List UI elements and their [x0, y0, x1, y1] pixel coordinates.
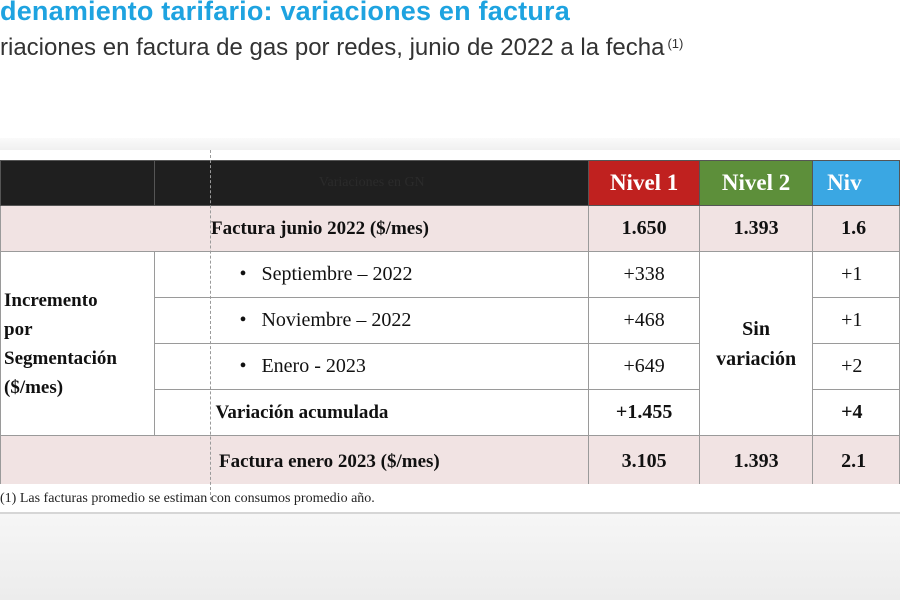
header-nivel-1: Nivel 1	[588, 160, 701, 206]
footer-divider	[0, 512, 900, 514]
subtitle-footnote-ref: (1)	[667, 36, 684, 51]
incremento-line-4: ($/mes)	[4, 376, 64, 398]
item-noviembre: • Noviembre – 2022	[154, 297, 590, 344]
item-septiembre: • Septiembre – 2022	[154, 251, 590, 298]
slide-title: denamiento tarifario: variaciones en fac…	[0, 0, 570, 26]
sin-variacion-line-1: Sin	[742, 317, 770, 340]
header-blank	[0, 160, 156, 206]
incremento-segmentacion-label: Incremento por Segmentación ($/mes)	[0, 251, 156, 436]
enero-nivel-1: +649	[588, 343, 701, 390]
septiembre-nivel-3: +1	[812, 251, 900, 298]
factura-enero-nivel-3: 2.1	[812, 435, 900, 484]
factura-enero-nivel-1: 3.105	[588, 435, 701, 484]
bullet: •	[239, 263, 247, 285]
table-header-row: Variaciones en GN Nivel 1 Nivel 2 Niv	[0, 160, 900, 206]
header-variaciones: Variaciones en GN	[154, 160, 590, 206]
enero-nivel-3: +2	[812, 343, 900, 390]
table-top-shadow	[0, 138, 900, 150]
incremento-line-2: por	[4, 318, 33, 340]
tariff-table-container: Variaciones en GN Nivel 1 Nivel 2 Niv Fa…	[0, 160, 900, 484]
bullet: •	[239, 309, 247, 331]
header-nivel-3: Niv	[812, 160, 900, 206]
subtitle-text: riaciones en factura de gas por redes, j…	[0, 34, 665, 61]
factura-junio-label: Factura junio 2022 ($/mes)	[0, 205, 590, 252]
row-factura-junio: Factura junio 2022 ($/mes) 1.650 1.393 1…	[0, 205, 900, 252]
row-noviembre: • Noviembre – 2022 +468 +1	[1, 297, 900, 344]
item-label: Septiembre – 2022	[261, 263, 413, 285]
septiembre-nivel-1: +338	[588, 251, 701, 298]
variacion-acumulada-nivel-1: +1.455	[588, 389, 701, 436]
factura-junio-nivel-3: 1.6	[812, 205, 900, 252]
item-enero: • Enero - 2023	[154, 343, 590, 390]
footnote: (1) Las facturas promedio se estiman con…	[0, 491, 375, 506]
noviembre-nivel-1: +468	[588, 297, 701, 344]
row-variacion-acumulada: Variación acumulada +1.455 +4	[1, 389, 900, 436]
row-factura-enero: Factura enero 2023 ($/mes) 3.105 1.393 2…	[0, 435, 900, 484]
tariff-table: Variaciones en GN Nivel 1 Nivel 2 Niv Fa…	[0, 160, 900, 484]
column-guide-line	[210, 150, 211, 500]
variacion-acumulada-nivel-3: +4	[812, 389, 900, 436]
nivel-2-sin-variacion: Sin variación	[699, 251, 814, 436]
slide-bottom-area	[0, 514, 900, 600]
noviembre-nivel-3: +1	[812, 297, 900, 344]
row-enero: • Enero - 2023 +649 +2	[1, 343, 900, 390]
incremento-line-1: Incremento	[4, 289, 98, 311]
row-septiembre: Incremento por Segmentación ($/mes) • Sep…	[0, 251, 900, 436]
bullet: •	[239, 355, 247, 377]
header-nivel-2: Nivel 2	[699, 160, 814, 206]
incremento-line-3: Segmentación	[4, 347, 117, 369]
factura-junio-nivel-2: 1.393	[699, 205, 814, 252]
variacion-acumulada-label: Variación acumulada	[154, 389, 590, 436]
factura-enero-nivel-2: 1.393	[699, 435, 814, 484]
factura-junio-nivel-1: 1.650	[588, 205, 701, 252]
slide-subtitle: riaciones en factura de gas por redes, j…	[0, 34, 683, 62]
sin-variacion-line-2: variación	[716, 347, 797, 370]
factura-enero-label: Factura enero 2023 ($/mes)	[0, 435, 590, 484]
item-label: Enero - 2023	[261, 355, 366, 377]
item-label: Noviembre – 2022	[261, 309, 412, 331]
